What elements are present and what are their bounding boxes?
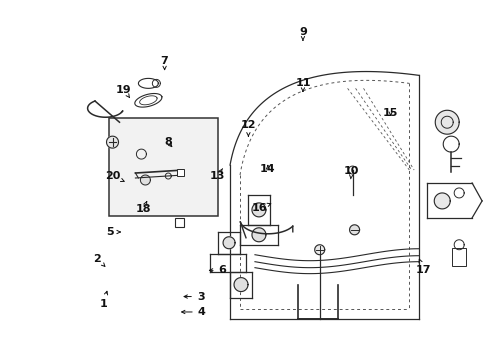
Text: 6: 6 xyxy=(209,265,226,275)
Text: 15: 15 xyxy=(382,108,398,118)
Text: 2: 2 xyxy=(93,254,105,266)
Polygon shape xyxy=(251,228,265,242)
Text: 19: 19 xyxy=(116,85,131,98)
Text: 9: 9 xyxy=(298,27,306,40)
Polygon shape xyxy=(349,225,359,235)
Bar xyxy=(177,169,184,176)
Text: 1: 1 xyxy=(99,291,107,309)
Text: 17: 17 xyxy=(415,259,430,275)
Text: 20: 20 xyxy=(105,171,124,181)
Polygon shape xyxy=(234,278,247,292)
Polygon shape xyxy=(433,193,449,209)
Text: 14: 14 xyxy=(260,163,275,174)
Text: 7: 7 xyxy=(161,56,168,69)
Bar xyxy=(175,218,184,227)
Text: 18: 18 xyxy=(135,202,151,215)
Text: 13: 13 xyxy=(209,168,224,181)
Text: 5: 5 xyxy=(106,227,120,237)
Polygon shape xyxy=(140,175,150,185)
Text: 10: 10 xyxy=(343,166,359,179)
Text: 4: 4 xyxy=(181,307,205,317)
Polygon shape xyxy=(223,237,235,249)
Polygon shape xyxy=(434,110,458,134)
Text: 8: 8 xyxy=(164,138,172,147)
Text: 11: 11 xyxy=(295,78,310,91)
Text: 12: 12 xyxy=(240,121,256,136)
Bar xyxy=(108,118,218,216)
Polygon shape xyxy=(106,136,118,148)
Text: 16: 16 xyxy=(251,203,270,213)
Text: 3: 3 xyxy=(183,292,204,302)
Polygon shape xyxy=(314,245,324,255)
Bar xyxy=(451,248,465,266)
Polygon shape xyxy=(251,203,265,217)
